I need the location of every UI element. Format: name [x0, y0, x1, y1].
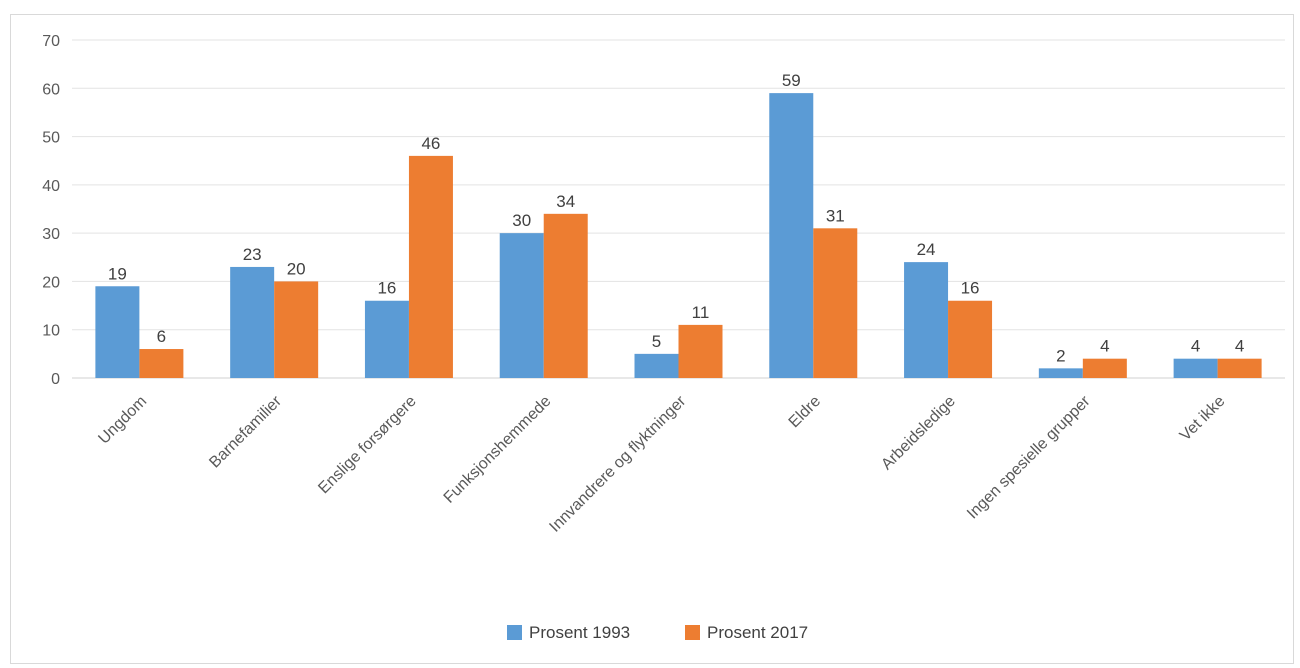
y-tick-label: 70: [42, 33, 60, 50]
bar-2017: [139, 349, 184, 378]
bar-1993: [364, 300, 409, 378]
data-label: 4: [1100, 337, 1109, 356]
bar-1993: [1173, 358, 1218, 378]
x-tick-label: Vet ikke: [1177, 393, 1229, 445]
data-label: 4: [1191, 337, 1200, 356]
bar-2017: [408, 155, 453, 378]
y-tick-label: 30: [42, 226, 60, 243]
data-label: 31: [826, 206, 845, 225]
data-label: 16: [961, 279, 980, 298]
x-tick-label: Funksjonshemmede: [441, 393, 555, 507]
y-tick-label: 10: [42, 323, 60, 340]
data-label: 5: [652, 332, 661, 351]
data-label: 11: [692, 303, 710, 322]
legend-swatch: [685, 625, 700, 640]
bar-1993: [904, 262, 949, 378]
data-label: 6: [157, 327, 166, 346]
bar-2017: [1082, 358, 1127, 378]
x-axis: Ungdom Barnefamilier Enslige forsørgere Fun…: [95, 392, 1228, 535]
bar-1993: [230, 266, 275, 378]
x-tick-label: Arbeidsledige: [878, 393, 959, 474]
data-label: 24: [917, 240, 936, 259]
legend-label: Prosent 1993: [529, 623, 630, 642]
legend-swatch: [507, 625, 522, 640]
x-tick-label: Innvandrere og flyktninger: [546, 392, 689, 535]
bar-2017: [1217, 358, 1262, 378]
x-tick-label: Eldre: [786, 393, 825, 432]
data-label: 19: [108, 264, 127, 283]
bar-1993: [769, 93, 814, 378]
legend: Prosent 1993 Prosent 2017: [507, 623, 808, 642]
bar-1993: [1038, 368, 1083, 378]
bar-2017: [948, 300, 993, 378]
data-label: 23: [243, 245, 262, 264]
data-label: 46: [421, 134, 440, 153]
bar-2017: [543, 213, 588, 378]
x-tick-label: Barnefamilier: [206, 392, 285, 471]
data-label: 59: [782, 71, 801, 90]
x-tick-label: Ingen spesielle grupper: [964, 392, 1094, 522]
data-label: 16: [377, 279, 396, 298]
bar-2017: [678, 324, 723, 378]
bar-1993: [499, 233, 544, 378]
x-tick-label: Enslige forsørgere: [315, 393, 420, 498]
y-tick-label: 20: [42, 274, 60, 291]
legend-label: Prosent 2017: [707, 623, 808, 642]
data-label: 30: [512, 211, 531, 230]
bars: [95, 93, 1262, 378]
data-label: 34: [556, 192, 575, 211]
y-tick-label: 50: [42, 130, 60, 147]
y-tick-label: 40: [42, 178, 60, 195]
data-label: 4: [1235, 337, 1244, 356]
data-label: 20: [287, 259, 306, 278]
bar-2017: [813, 228, 858, 378]
y-tick-label: 60: [42, 81, 60, 98]
y-tick-label: 0: [51, 371, 60, 388]
bar-1993: [95, 286, 140, 378]
y-axis: 0 10 20 30 40 50 60 70: [42, 33, 60, 388]
x-tick-label: Ungdom: [95, 393, 150, 448]
bar-1993: [634, 353, 679, 378]
bar-2017: [274, 281, 319, 378]
data-label: 2: [1056, 346, 1065, 365]
chart-frame: [10, 14, 1294, 664]
